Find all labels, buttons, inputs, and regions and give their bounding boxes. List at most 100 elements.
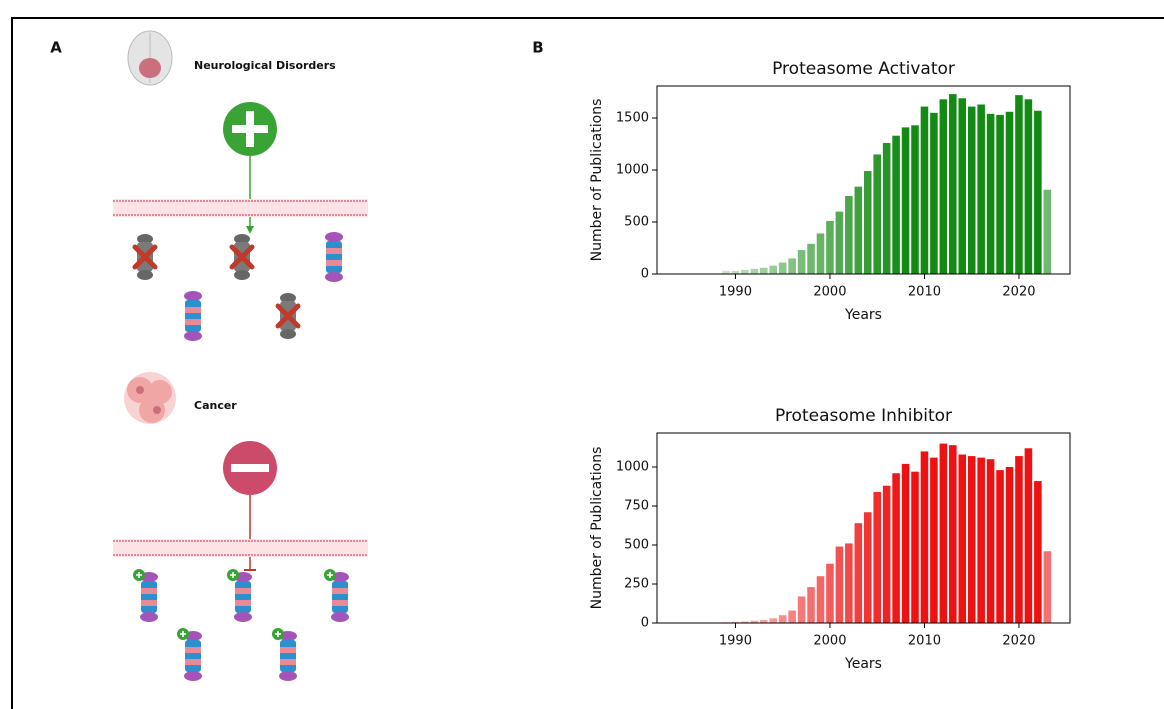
bar [968, 107, 976, 274]
bar [892, 136, 900, 274]
bar [845, 543, 853, 623]
bar [911, 472, 919, 623]
y-tick-label: 0 [641, 267, 649, 282]
panel-label: B [532, 39, 543, 57]
x-tick-label: 2010 [908, 285, 941, 300]
bar [855, 523, 863, 623]
bar [1015, 95, 1023, 274]
bar [873, 154, 881, 274]
bar [996, 115, 1004, 274]
y-tick-label: 1000 [616, 460, 649, 475]
inactive-proteasome [278, 293, 298, 339]
y-tick-label: 500 [624, 215, 649, 230]
bar [864, 171, 872, 274]
bar [892, 473, 900, 623]
bar [779, 615, 787, 623]
activated-proteasome [272, 628, 297, 681]
chart-title: Proteasome Inhibitor [775, 406, 952, 426]
bar [949, 445, 957, 623]
bar [836, 547, 844, 623]
bar [1034, 481, 1042, 623]
bar [1025, 99, 1033, 274]
bar [902, 127, 910, 274]
bar [930, 113, 938, 274]
bar [921, 451, 929, 623]
y-tick-label: 0 [641, 616, 649, 631]
bar [798, 250, 806, 274]
bar [873, 492, 881, 623]
bar [779, 263, 787, 274]
bar [1025, 448, 1033, 623]
bar [788, 611, 796, 623]
bar [987, 114, 995, 274]
y-tick-label: 500 [624, 538, 649, 553]
bar [864, 512, 872, 623]
bar [1006, 112, 1014, 274]
x-tick-label: 2000 [813, 285, 846, 300]
proteasome [325, 232, 343, 282]
bar [1044, 190, 1052, 274]
condition-label: Neurological Disorders [194, 59, 336, 72]
bar [940, 99, 948, 274]
bar [911, 125, 919, 274]
bar [1006, 467, 1014, 623]
activated-proteasome [177, 628, 202, 681]
membrane [113, 539, 368, 557]
bar [751, 269, 759, 274]
x-axis-label: Years [844, 307, 882, 323]
x-tick-label: 2020 [1002, 634, 1035, 649]
bar [883, 486, 891, 623]
bar [930, 458, 938, 623]
bar [788, 258, 796, 274]
y-tick-label: 1500 [616, 111, 649, 126]
bar [958, 455, 966, 623]
bar [769, 618, 777, 623]
y-tick-label: 250 [624, 577, 649, 592]
membrane [113, 199, 368, 217]
y-axis-label: Number of Publications [589, 447, 605, 610]
bar [826, 221, 834, 274]
bar [958, 98, 966, 274]
panel-label: A [50, 39, 62, 57]
bar [883, 143, 891, 274]
brain-icon [128, 31, 172, 85]
activated-proteasome [324, 569, 349, 622]
bar [845, 196, 853, 274]
cancer-icon [124, 372, 176, 424]
bar [760, 268, 768, 274]
activated-proteasome [227, 569, 252, 622]
x-tick-label: 2020 [1002, 285, 1035, 300]
bar [940, 444, 948, 623]
bar [817, 576, 825, 623]
x-tick-label: 2010 [908, 634, 941, 649]
condition-label: Cancer [194, 399, 237, 412]
y-tick-label: 750 [624, 499, 649, 514]
bar [807, 244, 815, 274]
chart-title: Proteasome Activator [772, 59, 955, 79]
bar [826, 564, 834, 623]
bar [968, 456, 976, 623]
bar [977, 105, 985, 274]
bar [817, 233, 825, 274]
x-tick-label: 1990 [719, 634, 752, 649]
bar [996, 470, 1004, 623]
x-axis-label: Years [844, 656, 882, 672]
bar [741, 270, 749, 274]
bar [807, 587, 815, 623]
bar [1015, 456, 1023, 623]
activated-proteasome [133, 569, 158, 622]
bar [769, 266, 777, 274]
inactive-proteasome [135, 234, 155, 280]
x-tick-label: 2000 [813, 634, 846, 649]
bar [798, 596, 806, 623]
bar [987, 459, 995, 623]
bar [1044, 551, 1052, 623]
bar [855, 187, 863, 274]
bar [949, 94, 957, 274]
y-axis-label: Number of Publications [589, 99, 605, 262]
bar [977, 458, 985, 623]
bar [921, 107, 929, 274]
inactive-proteasome [232, 234, 252, 280]
y-tick-label: 1000 [616, 163, 649, 178]
bar [902, 464, 910, 623]
